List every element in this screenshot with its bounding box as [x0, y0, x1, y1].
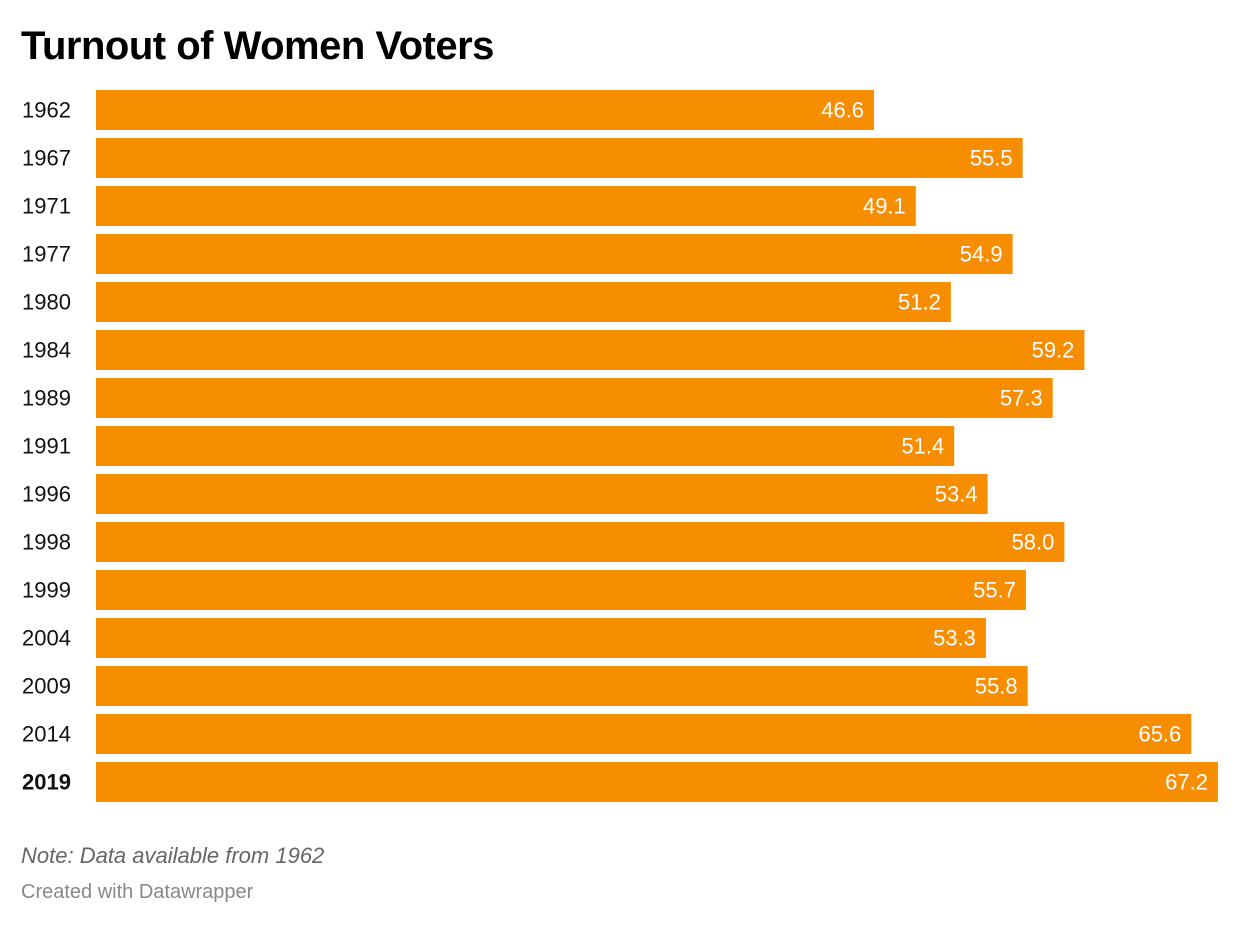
chart-title: Turnout of Women Voters: [21, 24, 494, 68]
bar[interactable]: [96, 474, 988, 514]
bar-row: 1996 53.4: [22, 474, 988, 514]
bar-value-label: 51.2: [898, 290, 941, 315]
bar-value-label: 53.4: [935, 482, 978, 507]
bar-row: 1967 55.5: [22, 138, 1023, 178]
bar-value-label: 46.6: [821, 98, 864, 123]
bar-row: 1977 54.9: [22, 234, 1013, 274]
bar[interactable]: [96, 138, 1023, 178]
chart-note: Note: Data available from 1962: [21, 843, 325, 868]
category-label: 2009: [22, 674, 71, 699]
bar-value-label: 65.6: [1138, 722, 1181, 747]
category-label: 2014: [22, 722, 71, 747]
bar-value-label: 55.8: [975, 674, 1018, 699]
bar[interactable]: [96, 762, 1218, 802]
bar-row: 1962 46.6: [22, 90, 875, 130]
category-label: 1996: [22, 482, 71, 507]
bar-value-label: 54.9: [960, 242, 1003, 267]
bar-row: 1991 51.4: [22, 426, 955, 466]
bar[interactable]: [96, 522, 1065, 562]
bar[interactable]: [96, 378, 1053, 418]
category-label: 1999: [22, 578, 71, 603]
category-label: 1989: [22, 386, 71, 411]
bar[interactable]: [96, 90, 875, 130]
category-label: 2019: [22, 770, 71, 795]
bar-value-label: 67.2: [1165, 770, 1208, 795]
category-label: 1984: [22, 338, 71, 363]
category-label: 1980: [22, 290, 71, 315]
bar-value-label: 55.7: [973, 578, 1016, 603]
bar-value-label: 58.0: [1012, 530, 1055, 555]
bar-row: 2019 67.2: [22, 762, 1218, 802]
bar[interactable]: [96, 618, 986, 658]
bar-value-label: 49.1: [863, 194, 906, 219]
category-label: 1962: [22, 98, 71, 123]
bar-chart: 1962 46.6 1967 55.5 1971 49.1 1977 54.9 1980 51.2…: [0, 90, 1240, 802]
bar[interactable]: [96, 282, 951, 322]
bar-value-label: 59.2: [1032, 338, 1075, 363]
bar-value-label: 53.3: [933, 626, 976, 651]
category-label: 1998: [22, 530, 71, 555]
bar-row: 2009 55.8: [22, 666, 1028, 706]
bar[interactable]: [96, 666, 1028, 706]
bar-row: 2004 53.3: [22, 618, 986, 658]
bar-chart-svg: 1962 46.6 1967 55.5 1971 49.1 1977 54.9 1980 51.2…: [22, 90, 1218, 802]
category-label: 2004: [22, 626, 71, 651]
bar-value-label: 55.5: [970, 146, 1013, 171]
bar-value-label: 51.4: [901, 434, 944, 459]
bar-row: 1984 59.2: [22, 330, 1085, 370]
category-label: 1971: [22, 194, 71, 219]
bar[interactable]: [96, 186, 916, 226]
bar-row: 1999 55.7: [22, 570, 1026, 610]
category-label: 1967: [22, 146, 71, 171]
bar-row: 1971 49.1: [22, 186, 916, 226]
bar-row: 1998 58.0: [22, 522, 1065, 562]
bar-value-label: 57.3: [1000, 386, 1043, 411]
bar-row: 1980 51.2: [22, 282, 951, 322]
bar[interactable]: [96, 330, 1085, 370]
bar[interactable]: [96, 714, 1192, 754]
bar-row: 1989 57.3: [22, 378, 1053, 418]
bar-row: 2014 65.6: [22, 714, 1192, 754]
category-label: 1977: [22, 242, 71, 267]
bar[interactable]: [96, 234, 1013, 274]
category-label: 1991: [22, 434, 71, 459]
chart-credit[interactable]: Created with Datawrapper: [21, 881, 254, 903]
bar[interactable]: [96, 570, 1026, 610]
bar[interactable]: [96, 426, 955, 466]
